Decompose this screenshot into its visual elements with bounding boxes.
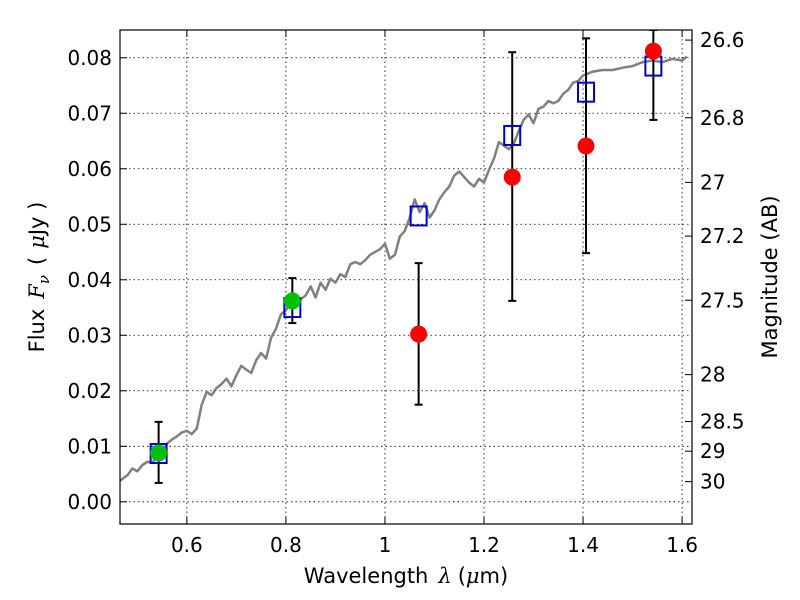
nir-point: [410, 325, 428, 343]
y-axis-label: FluxFν(μJy ): [25, 202, 53, 353]
y-tick-label: 0.00: [67, 490, 112, 514]
plot-frame: [119, 29, 693, 525]
grid: [120, 30, 692, 524]
x-tick-label: 1.6: [666, 533, 698, 557]
y2-tick-label: 27.5: [700, 288, 745, 312]
y-tick-label: 0.08: [67, 46, 112, 70]
y2-tick-label: 29: [700, 439, 725, 463]
y2-tick-label: 28: [700, 363, 725, 387]
x-tick-label: 1: [379, 533, 392, 557]
x-axis-label: Wavelength λ (μm): [304, 564, 508, 588]
nir-point: [644, 42, 662, 60]
model-photometry-square: [577, 81, 596, 103]
plot-area: [120, 30, 688, 484]
y2-tick-label: 26.8: [700, 106, 745, 130]
nir-point: [503, 168, 521, 186]
y2-tick-label: 26.6: [700, 28, 745, 52]
nir-point: [577, 137, 595, 155]
y2-tick-label: 27.2: [700, 224, 745, 248]
y-tick-label: 0.01: [67, 434, 112, 458]
y2-tick-label: 27: [700, 170, 725, 194]
y2-tick-label: 30: [700, 470, 725, 494]
detection-point: [283, 292, 301, 310]
y-tick-label: 0.07: [67, 101, 112, 125]
detection-point: [150, 444, 168, 462]
x-tick-label: 0.6: [171, 533, 203, 557]
model-photometry-square: [503, 124, 522, 146]
y-tick-label: 0.03: [67, 323, 112, 347]
y-tick-label: 0.04: [67, 268, 112, 292]
y2-tick-label: 28.5: [700, 410, 745, 434]
model-spectrum-line: [120, 55, 688, 482]
y-tick-label: 0.02: [67, 379, 112, 403]
x-tick-label: 0.8: [270, 533, 302, 557]
y-tick-label: 0.05: [67, 212, 112, 236]
y2-axis-label: Magnitude (AB): [758, 195, 782, 358]
model-photometry-square: [409, 205, 428, 227]
x-tick-label: 1.2: [468, 533, 500, 557]
x-tick-label: 1.4: [567, 533, 599, 557]
y-tick-label: 0.06: [67, 157, 112, 181]
axis-ticks: 0.6 0.8 1 1.2 1.4 1.6 0.00 0.01 0.02 0.03 0.04 0.05…: [67, 28, 744, 557]
